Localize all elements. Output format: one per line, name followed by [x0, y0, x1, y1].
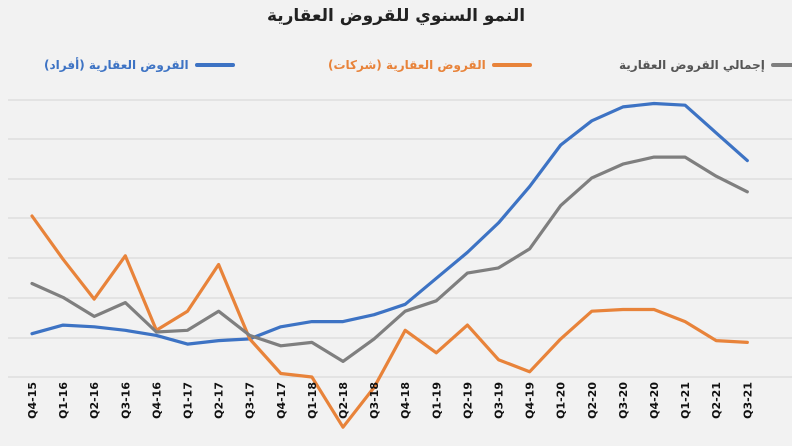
x-tick-label: Q2-16 [88, 382, 101, 419]
legend-swatch-individuals [194, 63, 235, 67]
legend-swatch-total [770, 63, 792, 67]
x-tick-label: Q1-16 [57, 382, 70, 419]
x-tick-label: Q2-19 [461, 382, 474, 419]
x-tick-label: Q4-20 [648, 382, 661, 419]
legend-item-individuals: القروض العقارية (أفراد) [44, 58, 235, 72]
legend-item-companies: القروض العقارية (شركات) [328, 58, 532, 72]
legend-label-companies: القروض العقارية (شركات) [328, 58, 486, 72]
x-tick-label: Q3-19 [493, 382, 506, 419]
x-tick-label: Q1-21 [679, 382, 692, 419]
series-line-0 [30, 101, 749, 346]
series-line-2 [30, 155, 749, 363]
x-tick-label: Q4-19 [524, 382, 537, 419]
x-tick-label: Q3-16 [119, 382, 132, 419]
x-tick-label: Q4-15 [26, 382, 39, 419]
x-tick-label: Q1-18 [306, 382, 319, 419]
x-tick-label: Q1-19 [430, 382, 443, 419]
x-tick-label: Q2-17 [213, 382, 226, 419]
legend-label-individuals: القروض العقارية (أفراد) [44, 58, 189, 72]
x-tick-label: Q3-18 [368, 382, 381, 419]
legend-label-total: إجمالي القروض العقارية [619, 58, 765, 72]
series-line-1 [30, 214, 749, 429]
x-tick-label: Q2-21 [710, 382, 723, 419]
x-tick-label: Q1-20 [555, 382, 568, 419]
x-tick-label: Q4-18 [399, 382, 412, 419]
x-tick-label: Q4-16 [150, 382, 163, 419]
chart-title: النمو السنوي للقروض العقارية [266, 6, 526, 26]
x-tick-label: Q4-17 [275, 382, 288, 419]
x-tick-label: Q3-17 [244, 382, 257, 419]
x-tick-label: Q3-21 [741, 382, 754, 419]
x-tick-label: Q2-20 [586, 382, 599, 419]
x-tick-label: Q1-17 [182, 382, 195, 419]
x-tick-label: Q2-18 [337, 382, 350, 419]
legend-item-total: إجمالي القروض العقارية [619, 58, 792, 72]
x-tick-label: Q3-20 [617, 382, 630, 419]
legend-swatch-companies [491, 63, 532, 67]
